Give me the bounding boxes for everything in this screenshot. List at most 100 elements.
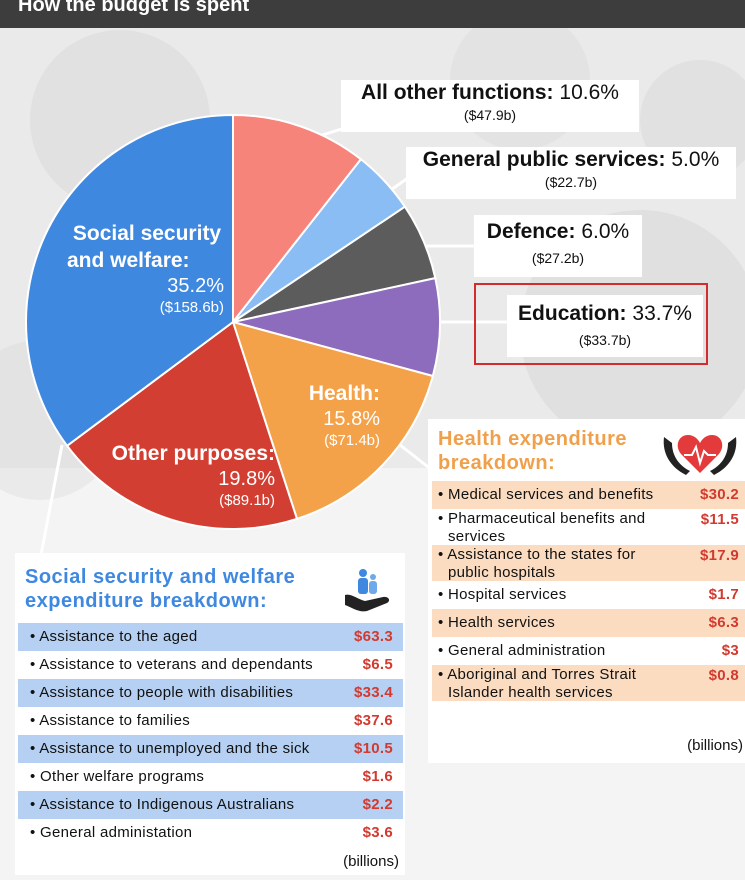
row-label-line2: services [448, 528, 506, 545]
row-label: • Hospital services [438, 586, 567, 604]
callout-name: General public services: [422, 148, 666, 171]
slice-amount: ($89.1b) [219, 492, 275, 509]
slice-label-other-purposes: Other purposes: 19.8% ($89.1b) [95, 440, 275, 510]
social-table-row: • Assistance to Indigenous Australians $2… [18, 791, 403, 819]
pie-slice-health [231, 320, 435, 521]
row-label: • Other welfare programs [30, 768, 205, 785]
slice-amount: ($158.6b) [159, 299, 224, 316]
callout-percent: 33.7% [632, 302, 692, 325]
slice-name-line2: and welfare: [67, 249, 190, 272]
row-label: • Assistance to Indigenous Australians [30, 796, 295, 813]
row-value: $3 [721, 642, 739, 659]
social-table-row: • General administation $3.6 [18, 819, 403, 847]
row-value: $3.6 [362, 824, 393, 841]
social-table-row: • Other welfare programs $1.6 [18, 763, 403, 791]
row-label-line1: • Health services [438, 614, 556, 631]
social-panel-title: Social security and welfare expenditure … [25, 565, 295, 613]
health-table-row: • Hospital services $1.7 [432, 581, 745, 609]
page-title: How the budget is spent [18, 0, 250, 16]
row-label-line2: Islander health services [448, 684, 613, 701]
social-breakdown-panel: Social security and welfare expenditure … [15, 553, 405, 875]
row-label-line1: • Medical services and benefits [438, 486, 654, 503]
health-table-row: • Health services $6.3 [432, 609, 745, 637]
health-panel-title-line2: breakdown: [438, 452, 556, 474]
callout-amount: ($27.2b) [531, 250, 585, 266]
slice-name: Other purposes: [111, 442, 275, 465]
slice-percent: 35.2% [167, 275, 224, 297]
callout-general-public: General public services: 5.0% ($22.7b) [406, 147, 736, 199]
callout-defence: Defence: 6.0% ($27.2b) [474, 215, 642, 277]
health-table-row: • General administration $3 [432, 637, 745, 665]
slice-percent: 15.8% [323, 408, 380, 430]
slice-label-health: Health: 15.8% ($71.4b) [290, 380, 380, 450]
row-value: $63.3 [353, 628, 393, 645]
callout-name: All other functions: [361, 81, 554, 104]
row-label-line1: • Pharmaceutical benefits and [438, 510, 646, 527]
row-value: $2.2 [362, 796, 393, 813]
leader-line-health [399, 443, 433, 472]
row-label-line1: • Assistance to the states for [438, 546, 636, 563]
row-label-line1: • Aboriginal and Torres Strait [438, 666, 637, 683]
pie-slice-other-purposes [65, 320, 299, 530]
callout-amount: ($47.9b) [463, 107, 517, 123]
header-bar: How the budget is spent [0, 0, 745, 28]
row-label-line1: • General administration [438, 642, 606, 659]
social-unit-label: (billions) [343, 853, 399, 870]
pie-slice-education [232, 276, 441, 378]
social-panel-title-line2: expenditure breakdown: [25, 590, 268, 612]
row-label: • Health services [438, 614, 555, 632]
slice-amount: ($71.4b) [324, 432, 380, 449]
health-table-row: • Pharmaceutical benefits and services $11… [432, 509, 745, 545]
callout-amount: ($33.7b) [578, 332, 632, 348]
callout-percent: 10.6% [559, 81, 619, 104]
health-table-row: • Assistance to the states for public hos… [432, 545, 745, 581]
row-value: $1.7 [708, 586, 739, 603]
row-label: • General administration [438, 642, 606, 660]
row-value: $11.5 [700, 511, 739, 528]
row-label: • Aboriginal and Torres Strait Islander h… [438, 666, 636, 702]
row-label: • Medical services and benefits [438, 486, 653, 504]
health-unit-label: (billions) [687, 737, 743, 754]
callout-name: Education: [518, 302, 627, 325]
row-value: $33.4 [353, 684, 393, 701]
social-panel-title-line1: Social security and welfare [25, 566, 296, 588]
row-label-line1: • Hospital services [438, 586, 567, 603]
row-value: $10.5 [353, 740, 393, 757]
row-label: • Assistance to families [30, 712, 191, 729]
row-value: $17.9 [699, 547, 739, 564]
social-table-row: • Assistance to unemployed and the sick $… [18, 735, 403, 763]
pie-slice-social-security-and-welfare [25, 113, 234, 448]
row-label-line2: public hospitals [448, 564, 556, 581]
slice-name: Health: [308, 382, 380, 405]
callout-amount: ($22.7b) [544, 174, 598, 190]
callout-education: Education: 33.7% ($33.7b) [507, 295, 703, 357]
row-value: $30.2 [699, 486, 739, 503]
pie-slice-all-other-functions [232, 113, 363, 325]
slice-percent: 19.8% [218, 468, 275, 490]
social-table-row: • Assistance to people with disabilities… [18, 679, 403, 707]
row-label: • Assistance to unemployed and the sick [30, 740, 310, 757]
row-label: • Assistance to the aged [30, 628, 198, 645]
health-panel-title: Health expenditure breakdown: [438, 427, 627, 475]
health-table-row: • Aboriginal and Torres Strait Islander h… [432, 665, 745, 701]
social-table-row: • Assistance to veterans and dependants $… [18, 651, 403, 679]
row-value: $0.8 [708, 667, 739, 684]
row-label: • General administation [30, 824, 193, 841]
hands-heart-icon [663, 435, 737, 475]
leader-line-social [38, 444, 64, 561]
callout-percent: 5.0% [671, 148, 720, 171]
health-table-row: • Medical services and benefits $30.2 [432, 481, 745, 509]
row-value: $6.5 [362, 656, 393, 673]
slice-label-social: Social security and welfare: 35.2% ($158… [52, 220, 242, 317]
health-panel-title-line1: Health expenditure [438, 428, 628, 450]
row-value: $37.6 [353, 712, 393, 729]
row-label: • Assistance to the states for public hos… [438, 546, 636, 582]
row-value: $1.6 [362, 768, 393, 785]
education-highlight-frame [474, 283, 708, 365]
callout-percent: 6.0% [581, 220, 630, 243]
social-table-row: • Assistance to the aged $63.3 [18, 623, 403, 651]
pie-slices [25, 113, 441, 530]
health-breakdown-panel: Health expenditure breakdown: • Medical … [428, 419, 745, 763]
row-label: • Pharmaceutical benefits and services [438, 510, 645, 546]
